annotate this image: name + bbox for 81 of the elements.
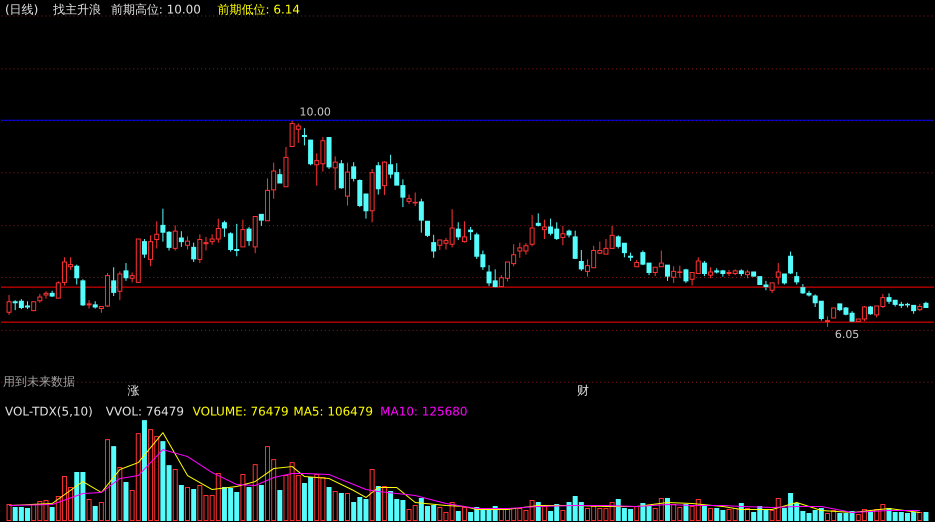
candlestick: [172, 224, 178, 252]
text: 涨: [128, 384, 140, 398]
candlestick: [142, 238, 147, 258]
candlestick: [664, 264, 670, 282]
bar: [868, 512, 874, 521]
bar: [92, 506, 98, 521]
candlestick: [308, 139, 314, 166]
bar: [338, 493, 344, 521]
candlestick: [572, 230, 578, 260]
candlestick: [425, 220, 430, 238]
candlestick: [191, 242, 196, 263]
text: MA10: 125680: [380, 404, 468, 419]
bar: [258, 485, 264, 521]
candlestick: [6, 294, 12, 316]
candlestick: [456, 222, 461, 241]
candlestick: [74, 264, 80, 285]
candlestick: [178, 230, 184, 248]
candlestick: [332, 156, 338, 190]
candlestick: [382, 160, 387, 196]
candlestick: [123, 262, 128, 282]
candlestick: [824, 316, 830, 328]
text: VVOL: 76479: [106, 404, 184, 419]
candlestick: [468, 226, 474, 241]
text: 用到未来数据: [2, 374, 75, 389]
bar: [456, 510, 461, 521]
bar: [923, 512, 928, 521]
bar: [246, 487, 252, 521]
candlestick: [246, 226, 252, 246]
candlestick: [117, 270, 122, 301]
text: VOLUME: 76479: [192, 404, 289, 419]
candlestick: [302, 128, 307, 146]
text: 财: [576, 384, 589, 398]
chart-title: (日线): [4, 2, 38, 17]
candlestick: [258, 214, 264, 226]
candlestick: [683, 268, 688, 284]
candlestick: [708, 266, 714, 279]
annotation: 10.00: [300, 105, 331, 118]
bar: [376, 486, 381, 521]
bar: [702, 504, 707, 521]
candlestick: [154, 220, 160, 249]
bar: [191, 489, 196, 521]
candlestick: [831, 308, 836, 318]
text: MA5: 106479: [293, 404, 374, 419]
bar: [277, 490, 282, 521]
legend-title: VOL-TDX(5,10): [4, 404, 93, 419]
bar: [50, 506, 55, 521]
candlestick: [222, 220, 227, 238]
candlestick: [530, 214, 535, 247]
candlestick: [418, 198, 424, 234]
candlestick: [376, 162, 381, 196]
bar: [142, 420, 147, 521]
candlestick: [578, 249, 584, 272]
bar: [178, 485, 184, 521]
candlestick: [406, 194, 412, 204]
chart-subtitle: 找主升浪: [52, 2, 101, 17]
candlestick: [794, 271, 800, 285]
candlestick: [536, 212, 541, 227]
candlestick: [277, 168, 282, 184]
candlestick: [111, 266, 116, 297]
candlestick: [431, 234, 436, 258]
candlestick: [776, 262, 781, 285]
bar: [683, 504, 688, 521]
candlestick: [542, 219, 547, 240]
candlestick: [148, 234, 154, 267]
candlestick: [702, 260, 707, 277]
bar: [664, 498, 670, 521]
candlestick: [185, 236, 190, 250]
candlestick: [462, 220, 467, 244]
candlestick: [240, 219, 246, 248]
bar: [123, 482, 128, 521]
text: 前期高位: 10.00: [110, 2, 201, 17]
text: 前期低位: 6.14: [218, 2, 300, 17]
bar: [326, 487, 332, 521]
candlestick: [351, 162, 356, 182]
candlestick: [782, 273, 787, 285]
candlestick: [560, 225, 566, 246]
candlestick: [788, 251, 794, 275]
bar: [111, 446, 116, 521]
candlestick: [412, 192, 418, 207]
candlestick: [770, 282, 775, 294]
annotation: 6.05: [834, 328, 860, 341]
